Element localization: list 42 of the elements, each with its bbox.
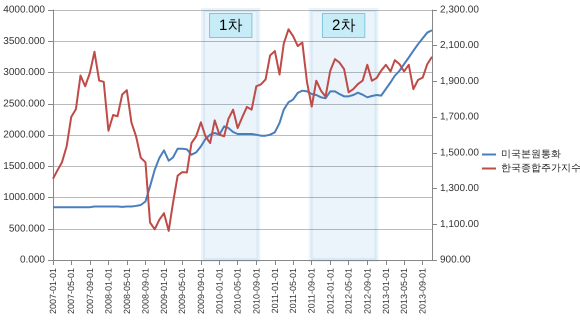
x-tick-label: 2009-01-01 (158, 268, 169, 314)
x-tick-label: 2007-01-01 (48, 268, 58, 314)
x-tick-label: 2009-09-01 (196, 268, 206, 314)
x-tick-label: 2008-05-01 (122, 268, 132, 314)
y2-tick-label: 2,100.00 (440, 40, 480, 52)
legend-label: 미국본원통화 (501, 149, 561, 160)
y2-tick-label: 1,900.00 (440, 76, 480, 87)
x-tick-label: 2013-01-01 (380, 268, 391, 314)
y-tick-label: 0.000 (20, 254, 46, 266)
x-tick-label: 2007-09-01 (84, 268, 95, 314)
x-tick-label: 2008-01-01 (103, 268, 114, 314)
x-tick-label: 2012-05-01 (344, 268, 354, 314)
y-tick-label: 1000.000 (3, 192, 46, 203)
y2-tick-label: 2,300.00 (440, 4, 480, 16)
x-tick-label: 2008-09-01 (140, 268, 150, 314)
y-tick-label: 2000.000 (3, 130, 46, 140)
y-tick-label: 3500.000 (3, 36, 46, 47)
legend-label: 한국종합주가지수 (501, 163, 580, 174)
x-tick-label: 2012-01-01 (325, 268, 336, 314)
band-label: 1차 (219, 17, 242, 34)
x-tick-label: 2013-09-01 (418, 268, 428, 314)
y-tick-label: 1500.000 (3, 160, 46, 172)
x-tick-label: 2012-09-01 (362, 268, 372, 314)
x-tick-label: 2010-09-01 (251, 268, 262, 314)
y-tick-label: 4000.000 (3, 4, 46, 16)
x-tick-label: 2007-05-01 (66, 268, 76, 314)
x-tick-label: 2010-05-01 (232, 268, 243, 314)
y2-tick-label: 1,100.00 (440, 218, 480, 230)
band-label: 2차 (332, 17, 356, 34)
y2-tick-label: 1,300.00 (440, 183, 480, 194)
x-tick-label: 2011-05-01 (288, 268, 298, 314)
x-tick-label: 2013-05-01 (399, 268, 410, 314)
y-tick-label: 2500.000 (3, 98, 46, 110)
y-tick-label: 3000.000 (3, 67, 46, 78)
x-tick-label: 2010-01-01 (214, 268, 224, 314)
x-tick-label: 2011-01-01 (270, 268, 280, 314)
y-tick-label: 500.000 (8, 223, 46, 234)
x-tick-label: 2009-05-01 (177, 268, 188, 314)
x-tick-label: 2011-09-01 (306, 268, 317, 314)
y2-tick-label: 900.00 (440, 254, 472, 266)
y2-tick-label: 1,500.00 (440, 147, 480, 158)
y2-tick-label: 1,700.00 (440, 112, 480, 123)
